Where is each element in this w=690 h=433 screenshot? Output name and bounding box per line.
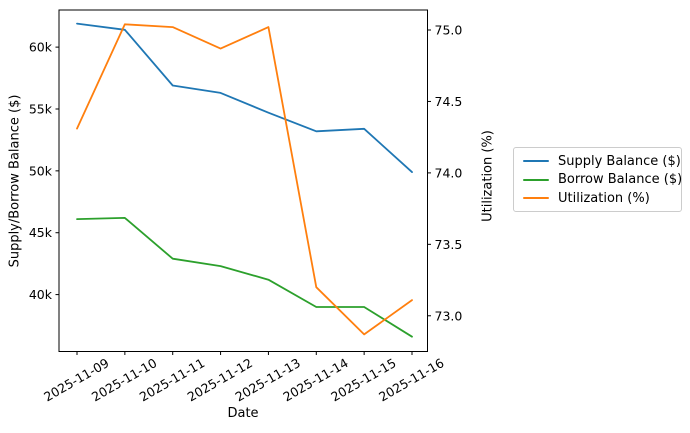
borrow-balance-line: [76, 216, 413, 338]
x-axis-label: Date: [227, 406, 259, 421]
y-axis-tick-label-right: 74.5: [435, 94, 463, 109]
y-axis-tick-label-left: 50k: [29, 163, 53, 178]
legend-item-supply-balance: Supply Balance ($): [523, 154, 681, 169]
utilization-line: [76, 23, 413, 336]
y-axis-tick-label-right: 73.0: [435, 308, 463, 323]
y-axis-tick-label-left: 45k: [29, 225, 53, 240]
legend-line-swatch-utilization-icon: [523, 197, 549, 199]
y-axis-tick-label-right: 74.0: [435, 165, 463, 180]
legend-label-utilization: Utilization (%): [558, 190, 650, 206]
legend-item-utilization: Utilization (%): [523, 191, 672, 206]
y-axis-tick-label-right: 75.0: [435, 23, 463, 38]
legend-label-supply-balance: Supply Balance ($): [558, 153, 681, 169]
y-axis-tick-label-left: 40k: [29, 287, 53, 302]
y-axis-label-left: Supply/Borrow Balance ($): [7, 94, 23, 268]
plot-border: [58, 9, 428, 352]
legend-line-swatch-supply-icon: [523, 160, 549, 162]
legend-line-swatch-borrow-icon: [523, 178, 549, 181]
y-axis-tick-label-left: 60k: [29, 40, 53, 55]
legend-label-borrow-balance: Borrow Balance ($): [558, 172, 683, 187]
legend-item-borrow-balance: Borrow Balance ($): [523, 172, 682, 187]
y-axis-tick-label-left: 55k: [29, 101, 53, 116]
y-axis-tick-label-right: 73.5: [435, 237, 463, 252]
legend: Supply Balance ($) Borrow Balance ($) Ut…: [513, 147, 682, 212]
y-axis-label-right: Utilization (%): [480, 130, 496, 222]
supply-balance-line: [76, 22, 413, 174]
